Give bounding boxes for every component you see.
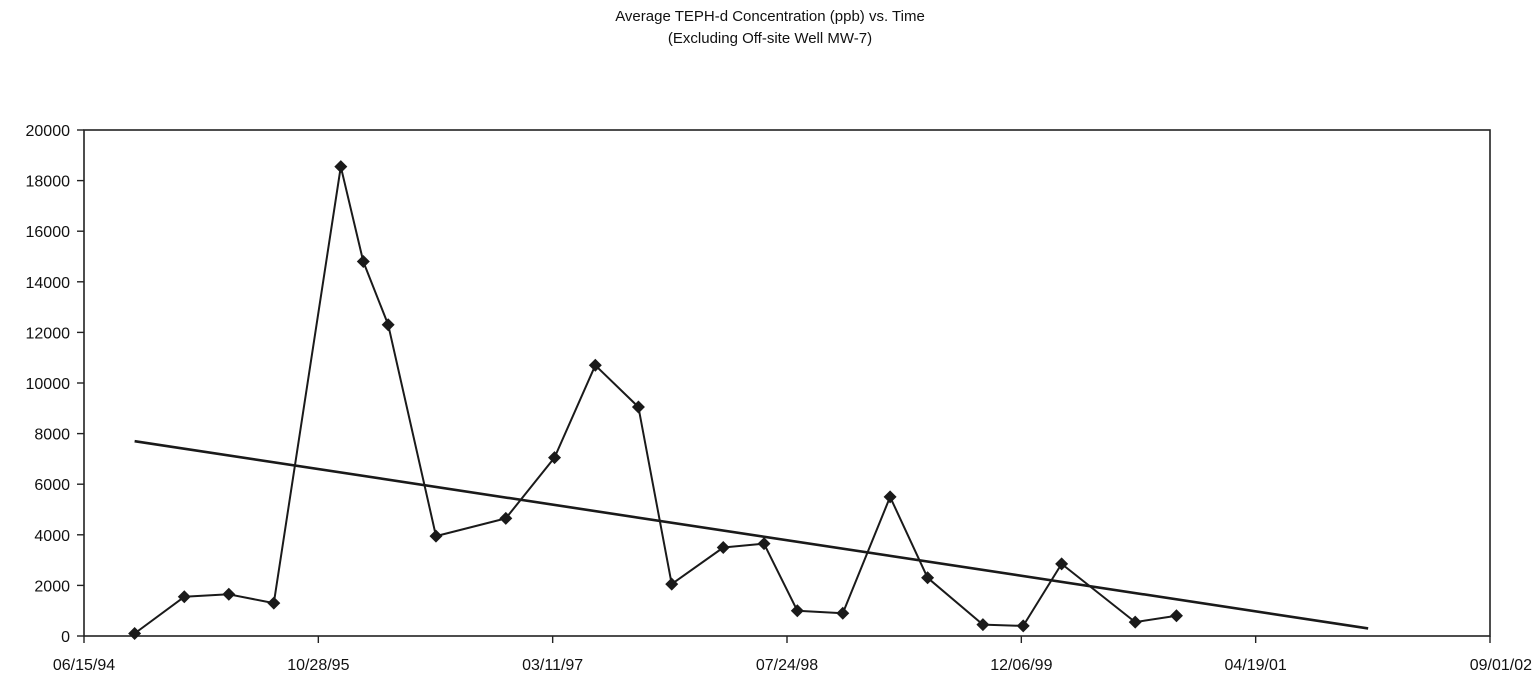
data-point-marker <box>222 587 236 601</box>
y-tick-label: 6000 <box>34 477 70 494</box>
y-tick-label: 14000 <box>26 275 71 292</box>
x-tick-label: 03/11/97 <box>522 657 583 674</box>
x-tick-label: 06/15/94 <box>53 657 115 674</box>
data-point-marker <box>267 596 281 610</box>
series-line <box>134 165 1177 635</box>
data-point-marker <box>921 571 935 585</box>
data-point-marker <box>1055 557 1069 571</box>
data-point-marker <box>499 511 513 525</box>
data-point-marker <box>1169 609 1183 623</box>
chart-subtitle: (Excluding Off-site Well MW-7) <box>667 30 873 47</box>
data-point-marker <box>631 400 645 414</box>
data-point-marker <box>548 451 562 465</box>
trendline <box>134 439 1369 630</box>
x-tick-label: 07/24/98 <box>756 657 818 674</box>
data-point-marker <box>716 540 730 554</box>
data-point-marker <box>1016 619 1030 633</box>
x-tick-label: 09/01/02 <box>1470 657 1532 674</box>
y-tick-label: 2000 <box>34 578 70 595</box>
x-tick-label: 10/28/95 <box>287 657 349 674</box>
data-point-marker <box>429 529 443 543</box>
data-point-marker <box>588 358 602 372</box>
y-tick-label: 20000 <box>26 123 71 140</box>
chart-title: Average TEPH-d Concentration (ppb) vs. T… <box>615 8 925 25</box>
data-point-marker <box>381 318 395 332</box>
y-tick-label: 0 <box>61 629 70 646</box>
y-tick-label: 16000 <box>26 224 71 241</box>
y-tick-label: 12000 <box>26 325 71 342</box>
data-point-marker <box>356 255 370 269</box>
data-point-marker <box>976 618 990 632</box>
y-tick-label: 10000 <box>26 376 71 393</box>
y-tick-label: 4000 <box>34 528 70 545</box>
data-point-marker <box>177 590 191 604</box>
data-point-marker <box>836 606 850 620</box>
y-tick-label: 18000 <box>26 174 71 191</box>
data-point-marker <box>1128 615 1142 629</box>
data-point-marker <box>757 537 771 551</box>
x-tick-label: 12/06/99 <box>990 657 1052 674</box>
y-tick-label: 8000 <box>34 427 70 444</box>
plot-area-frame <box>83 129 1491 637</box>
data-point-marker <box>665 577 679 591</box>
data-point-marker <box>334 160 348 174</box>
data-point-marker <box>790 604 804 618</box>
data-point-marker <box>883 490 897 504</box>
x-tick-label: 04/19/01 <box>1225 657 1287 674</box>
data-point-marker <box>128 626 142 640</box>
